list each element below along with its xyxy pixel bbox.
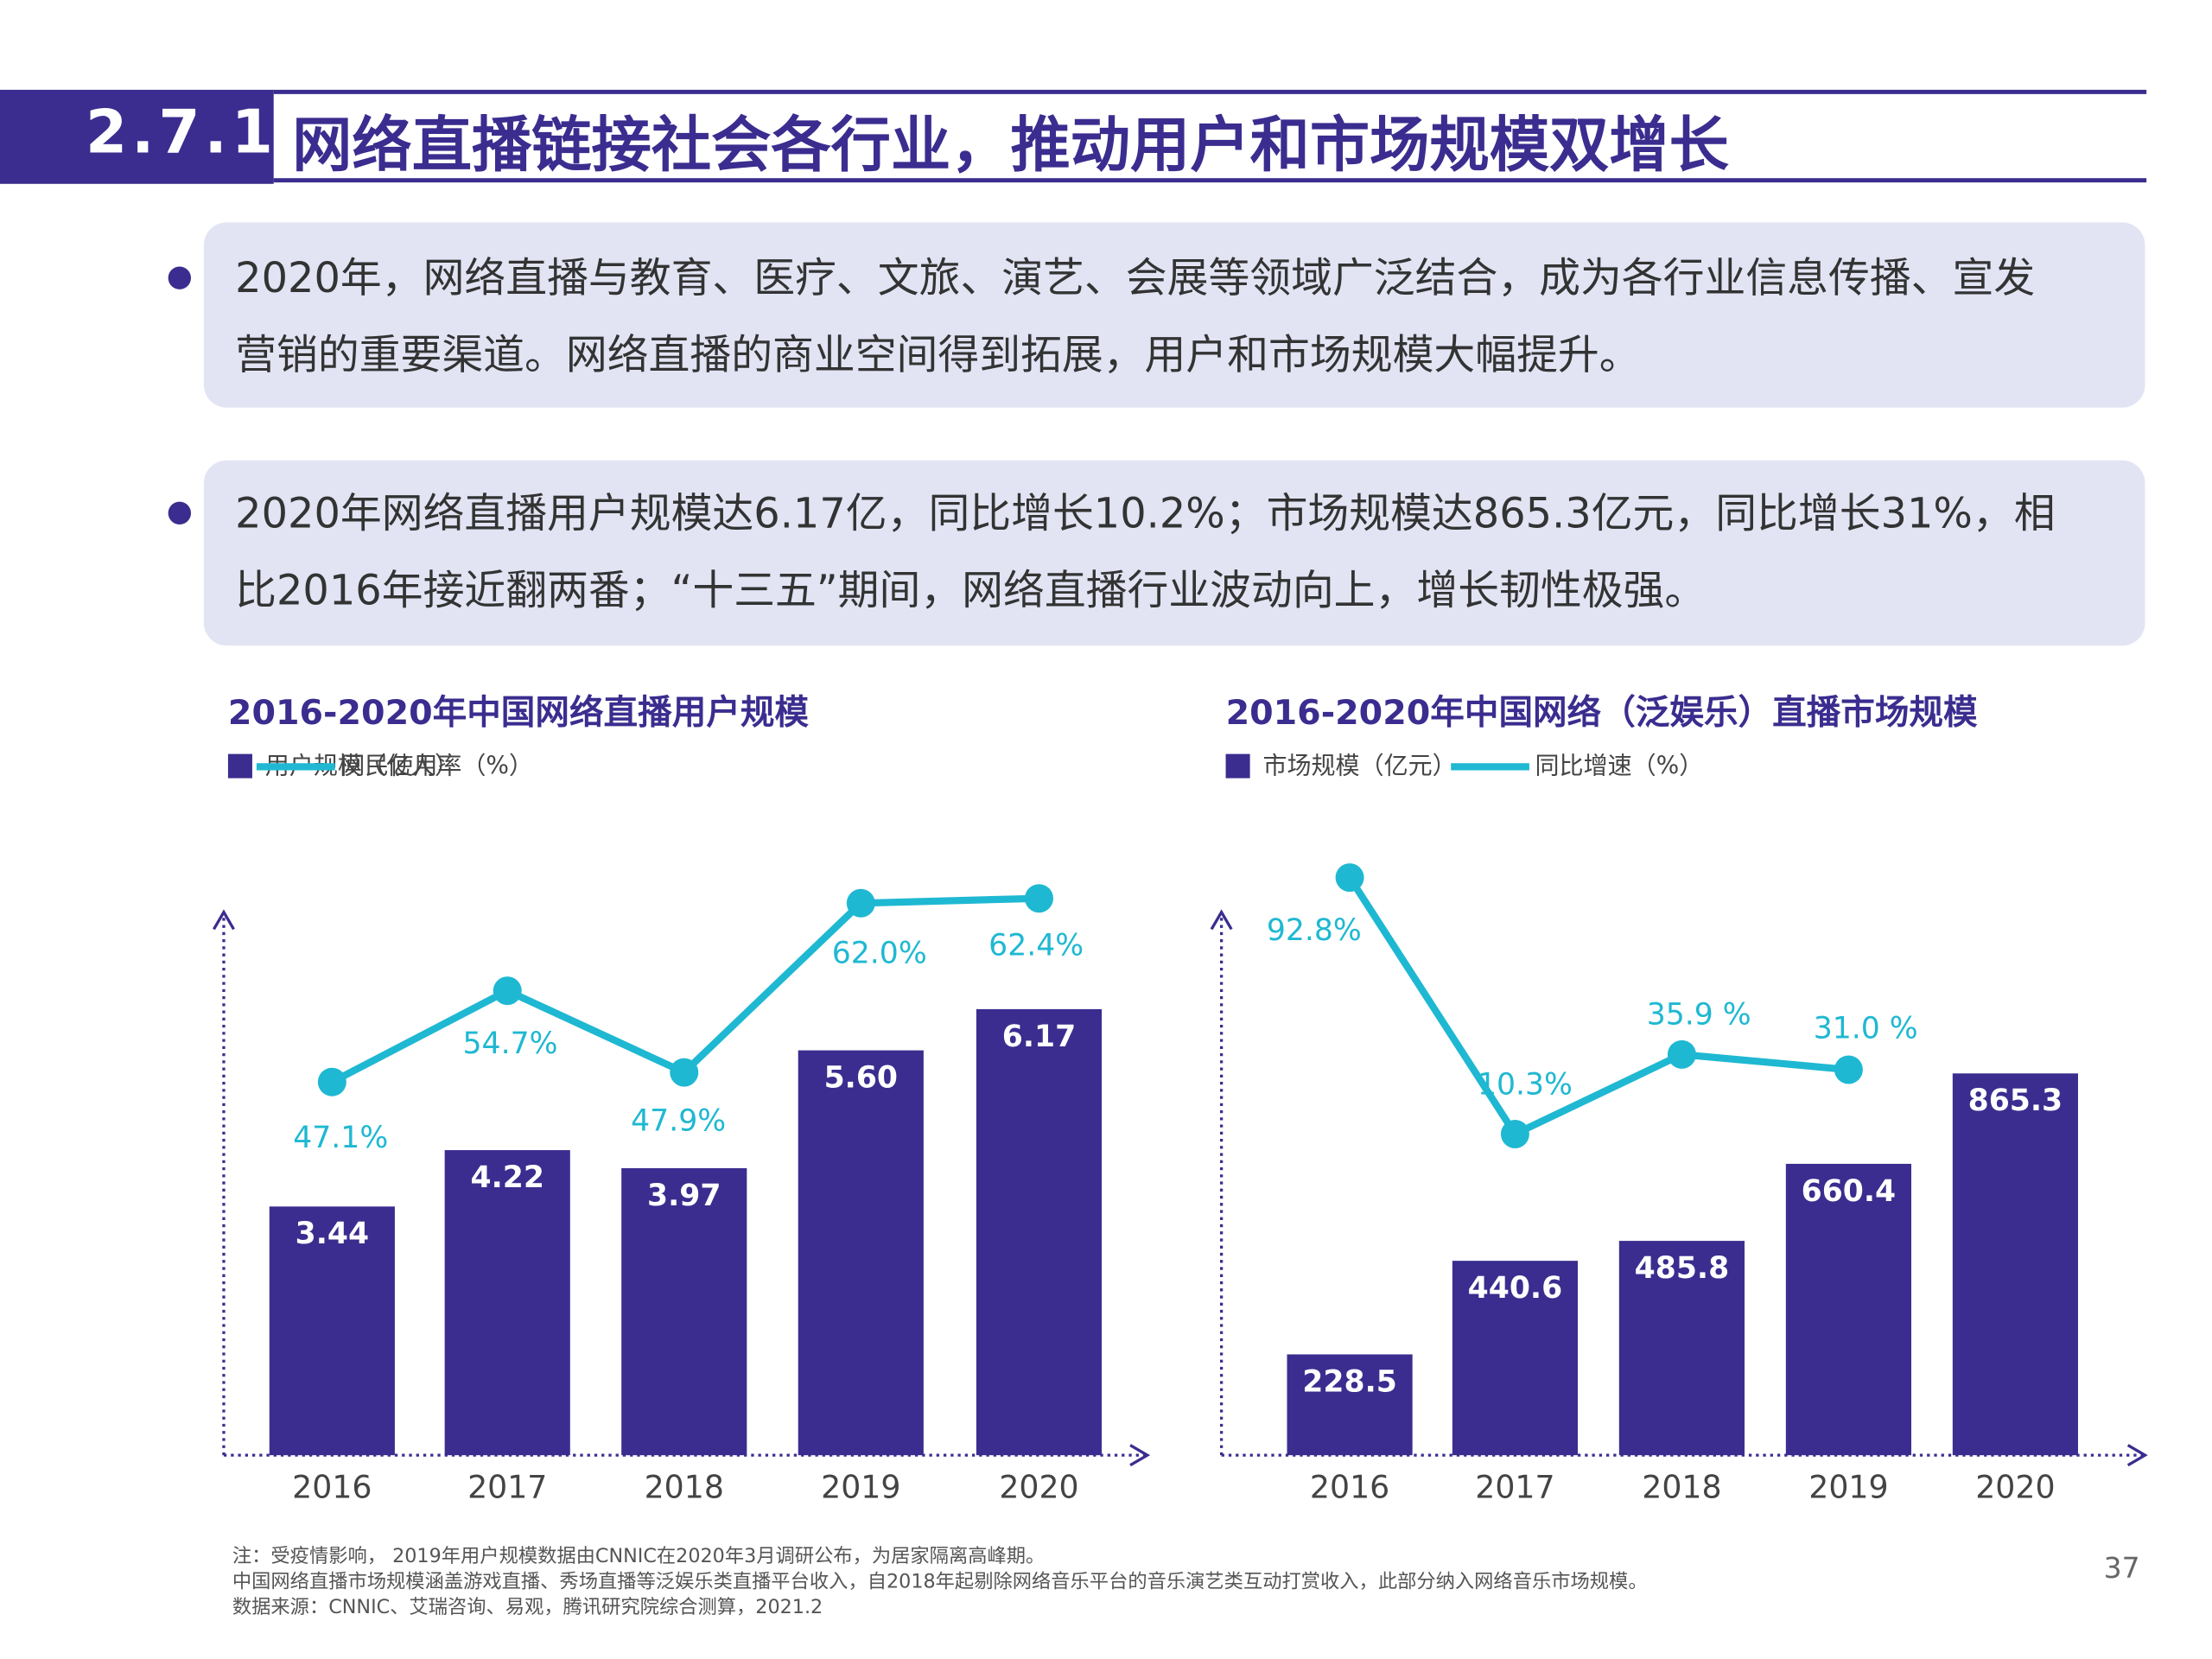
legend-label: 市场规模（亿元） (1262, 752, 1456, 780)
bar (1287, 1354, 1413, 1456)
axis-arrow (2126, 1444, 2148, 1467)
bar-value-label: 228.5 (1302, 1364, 1397, 1399)
line-point (670, 1058, 699, 1087)
legend-swatch (227, 753, 252, 779)
x-tick-label: 2017 (1475, 1469, 1554, 1506)
footnote: 中国网络直播市场规模涵盖游戏直播、秀场直播等泛娱乐类直播平台收入，自2018年起… (232, 1570, 1648, 1594)
bar (1618, 1241, 1745, 1456)
bar-value-label: 440.6 (1468, 1271, 1563, 1306)
x-tick-label: 2016 (292, 1469, 372, 1506)
line-value-label: 47.1% (293, 1121, 388, 1155)
line-value-label: 47.9% (631, 1104, 726, 1139)
bar (798, 1050, 924, 1456)
bar-value-label: 4.22 (471, 1160, 544, 1195)
rule-bottom (273, 178, 2147, 183)
bar (269, 1206, 395, 1456)
line-point (493, 976, 522, 1006)
bullet-line: 2020年网络直播用户规模达6.17亿，同比增长10.2%；市场规模达865.3… (235, 488, 2056, 537)
bullet-dot (168, 266, 192, 289)
section-band (0, 89, 274, 184)
x-tick-label: 2018 (1642, 1469, 1721, 1506)
bar-value-label: 6.17 (1002, 1020, 1076, 1054)
legend-label: 同比增速（%） (1535, 752, 1704, 780)
bar (444, 1150, 570, 1456)
bar (621, 1167, 747, 1456)
line-point (317, 1067, 346, 1096)
bullet-line: 营销的重要渠道。网络直播的商业空间得到拓展，用户和市场规模大幅提升。 (235, 330, 1641, 379)
footnote: 数据来源：CNNIC、艾瑞咨询、易观，腾讯研究院综合测算，2021.2 (232, 1596, 823, 1619)
bar-value-label: 5.60 (824, 1060, 898, 1095)
bar (976, 1008, 1103, 1456)
line-point (846, 888, 875, 918)
x-tick-label: 2017 (467, 1469, 547, 1506)
page-number: 37 (2103, 1550, 2140, 1586)
x-tick-label: 2020 (1975, 1469, 2055, 1506)
line-value-label: 54.7% (463, 1027, 558, 1061)
line-point (1500, 1119, 1529, 1148)
bar-value-label: 485.8 (1635, 1251, 1730, 1286)
legend-swatch (1225, 753, 1250, 779)
page-title: 网络直播链接社会各行业，推动用户和市场规模双增长 (292, 110, 1729, 180)
bar-value-label: 660.4 (1802, 1174, 1897, 1209)
line-value-label: 35.9 % (1647, 998, 1751, 1033)
line-point (1667, 1039, 1696, 1069)
axis-arrow (213, 909, 235, 931)
bar (1785, 1163, 1911, 1456)
bullet-box (203, 460, 2145, 646)
footnote: 注：受疫情影响， 2019年用户规模数据由CNNIC在2020年3月调研公布，为… (232, 1545, 1046, 1568)
bullet-line: 2020年，网络直播与教育、医疗、文旅、演艺、会展等领域广泛结合，成为各行业信息… (235, 253, 2036, 302)
x-tick-label: 2016 (1310, 1469, 1389, 1506)
bullet-dot (168, 501, 192, 525)
chart-title: 2016-2020年中国网络直播用户规模 (228, 693, 810, 733)
axis-arrow (1210, 909, 1233, 931)
x-tick-label: 2019 (821, 1469, 900, 1506)
axis-arrow (1129, 1444, 1151, 1467)
rule-top (273, 89, 2147, 94)
bar (1452, 1261, 1578, 1456)
line-value-label: 92.8% (1267, 913, 1362, 948)
line (330, 894, 1039, 1085)
bullet-line: 比2016年接近翻两番；“十三五”期间，网络直播行业波动向上，增长韧性极强。 (235, 565, 1707, 614)
section-number: 2.7.1 (85, 97, 277, 167)
x-tick-label: 2020 (999, 1469, 1078, 1506)
line-value-label: 62.4% (988, 929, 1084, 963)
line-point (1834, 1055, 1863, 1084)
legend-label: 网民使用率（%） (340, 752, 533, 780)
bar (1952, 1073, 2078, 1456)
line-point (1024, 884, 1053, 913)
line-value-label: 31.0 % (1814, 1012, 1918, 1046)
line-value-label: 62.0% (832, 937, 927, 971)
bullet-box (203, 222, 2145, 408)
line (1346, 875, 1849, 1139)
bar-value-label: 865.3 (1968, 1084, 2063, 1118)
bar-value-label: 3.44 (296, 1217, 369, 1251)
x-tick-label: 2018 (645, 1469, 724, 1506)
line-point (1335, 863, 1364, 893)
line-value-label: 10.3% (1478, 1067, 1573, 1102)
chart-title: 2016-2020年中国网络（泛娱乐）直播市场规模 (1226, 693, 1978, 733)
x-tick-label: 2019 (1808, 1469, 1888, 1506)
bar-value-label: 3.97 (647, 1179, 721, 1213)
